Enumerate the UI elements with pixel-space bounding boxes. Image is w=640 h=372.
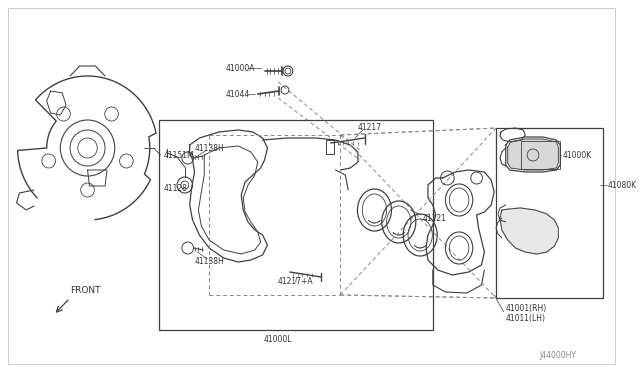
Text: 41000K: 41000K [562, 151, 591, 160]
Text: 41217: 41217 [358, 122, 382, 131]
Bar [496, 128, 603, 298]
Text: FRONT: FRONT [70, 286, 100, 295]
Text: 41000L: 41000L [264, 336, 292, 344]
Bar [159, 120, 433, 330]
Text: 41001(RH): 41001(RH) [506, 304, 547, 312]
Bar [326, 140, 333, 154]
Text: 41138H: 41138H [195, 144, 224, 153]
Text: J44000HY: J44000HY [540, 350, 577, 359]
Text: 41128: 41128 [163, 183, 188, 192]
Polygon shape [500, 208, 558, 254]
Text: 41217+A: 41217+A [277, 278, 313, 286]
Text: 41080K: 41080K [608, 180, 637, 189]
Text: 41044: 41044 [226, 90, 250, 99]
Bar [522, 141, 560, 169]
Text: 41000A: 41000A [226, 64, 255, 73]
Text: 41138H: 41138H [195, 257, 224, 266]
Text: 41151M: 41151M [163, 151, 194, 160]
Text: 41011(LH): 41011(LH) [506, 314, 546, 323]
Polygon shape [508, 139, 558, 170]
Text: 41121: 41121 [423, 214, 447, 222]
